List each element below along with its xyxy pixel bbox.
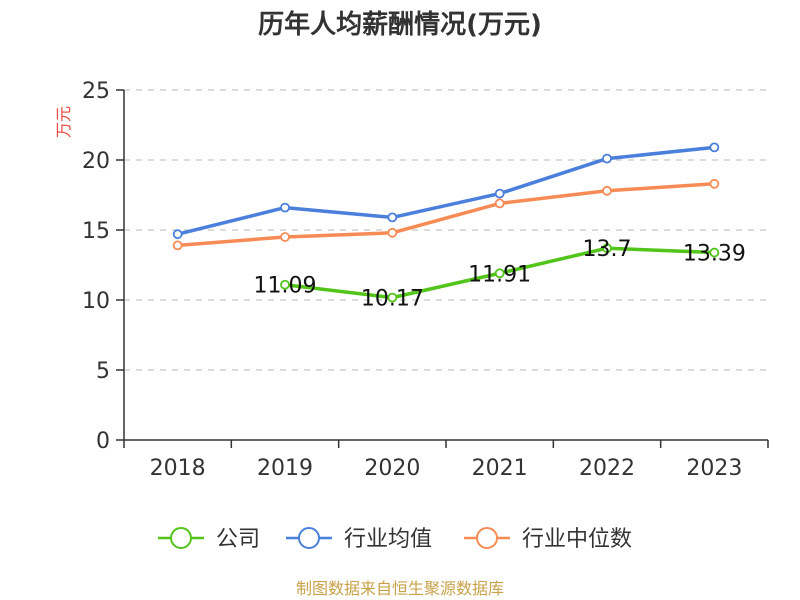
x-tick-label: 2021 bbox=[472, 456, 528, 481]
data-point[interactable] bbox=[280, 232, 290, 242]
y-tick-label: 0 bbox=[96, 429, 110, 454]
data-label: 13.39 bbox=[683, 242, 746, 267]
data-point[interactable] bbox=[172, 240, 183, 251]
legend-label: 行业均值 bbox=[344, 527, 432, 552]
data-point[interactable] bbox=[602, 243, 612, 254]
legend-marker bbox=[170, 527, 192, 549]
series-1 bbox=[280, 243, 720, 303]
data-point[interactable] bbox=[280, 279, 290, 290]
y-tick-label: 10 bbox=[82, 289, 110, 314]
axes: 0 5 10 15 20 25 2018 2019 2020 2021 2022 2023 bbox=[82, 79, 769, 481]
data-point[interactable] bbox=[280, 202, 290, 213]
source-note: 制图数据来自恒生聚源数据库 bbox=[296, 579, 504, 598]
y-tick-label: 5 bbox=[96, 359, 110, 384]
data-point[interactable] bbox=[494, 268, 505, 279]
data-point[interactable] bbox=[709, 247, 720, 258]
chart-title: 历年人均薪酬情况(万元) bbox=[258, 9, 542, 40]
data-point[interactable] bbox=[709, 178, 720, 189]
y-axis-label: 万元 bbox=[54, 106, 73, 138]
series-2 bbox=[172, 142, 720, 240]
data-point[interactable] bbox=[494, 188, 505, 199]
x-tick-label: 2022 bbox=[579, 456, 635, 481]
legend-item[interactable]: 行业中位数 bbox=[464, 527, 632, 552]
legend-item[interactable]: 行业均值 bbox=[286, 527, 432, 552]
data-point[interactable] bbox=[172, 229, 183, 240]
data-label: 10.17 bbox=[361, 287, 424, 312]
series-3 bbox=[172, 178, 720, 251]
data-point[interactable] bbox=[387, 227, 398, 238]
data-label: 11.91 bbox=[468, 262, 531, 287]
y-tick-label: 15 bbox=[82, 219, 110, 244]
series-line bbox=[175, 145, 717, 236]
data-point[interactable] bbox=[709, 142, 720, 153]
legend-marker bbox=[298, 527, 320, 549]
data-point[interactable] bbox=[602, 153, 612, 164]
data-point[interactable] bbox=[387, 212, 398, 223]
x-tick-label: 2023 bbox=[686, 456, 742, 481]
data-labels-layer: 11.09 10.17 11.91 13.7 13.39 bbox=[254, 237, 746, 311]
grid-lines bbox=[124, 89, 768, 371]
data-point[interactable] bbox=[494, 198, 505, 209]
data-point[interactable] bbox=[387, 292, 398, 303]
series-layer bbox=[172, 142, 720, 303]
legend-label: 行业中位数 bbox=[522, 527, 632, 552]
legend-label: 公司 bbox=[216, 527, 260, 552]
y-tick-label: 25 bbox=[82, 79, 110, 104]
x-tick-label: 2020 bbox=[364, 456, 420, 481]
series-line bbox=[175, 182, 717, 248]
legend-marker bbox=[476, 527, 498, 549]
x-tick-label: 2019 bbox=[257, 456, 313, 481]
legend-item[interactable]: 公司 bbox=[158, 527, 260, 552]
data-label: 13.7 bbox=[583, 237, 632, 262]
data-label: 11.09 bbox=[254, 274, 317, 299]
y-tick-label: 20 bbox=[82, 149, 110, 174]
data-point[interactable] bbox=[602, 185, 612, 196]
legend[interactable]: 公司 行业均值 行业中位数 bbox=[158, 527, 632, 552]
x-tick-label: 2018 bbox=[150, 456, 206, 481]
